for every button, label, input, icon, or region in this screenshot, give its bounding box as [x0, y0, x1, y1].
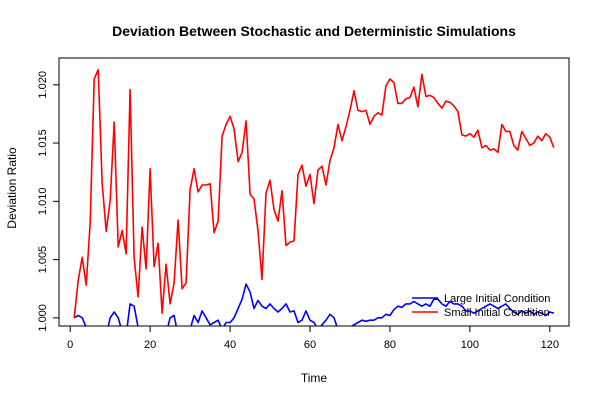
- x-tick-label: 80: [384, 339, 396, 351]
- x-tick-label: 60: [304, 339, 316, 351]
- y-tick-label: 1.015: [37, 129, 49, 157]
- plot-frame: [58, 57, 570, 327]
- x-tick-label: 120: [541, 339, 559, 351]
- legend-label: Small Initial Condition: [444, 307, 550, 319]
- y-tick-label: 1.000: [37, 304, 49, 332]
- x-tick-label: 40: [224, 339, 236, 351]
- y-tick-label: 1.010: [37, 188, 49, 216]
- y-tick-label: 1.020: [37, 71, 49, 99]
- y-axis-label: Deviation Ratio: [5, 147, 19, 229]
- x-tick-label: 20: [144, 339, 156, 351]
- legend-label: Large Initial Condition: [444, 293, 550, 305]
- chart-title: Deviation Between Stochastic and Determi…: [112, 23, 516, 39]
- series-line-1: [73, 283, 555, 326]
- y-tick-label: 1.005: [37, 246, 49, 274]
- x-axis-label: Time: [301, 371, 328, 385]
- x-tick-label: 0: [67, 339, 73, 351]
- series-line-2: [73, 68, 555, 318]
- x-tick-label: 100: [461, 339, 479, 351]
